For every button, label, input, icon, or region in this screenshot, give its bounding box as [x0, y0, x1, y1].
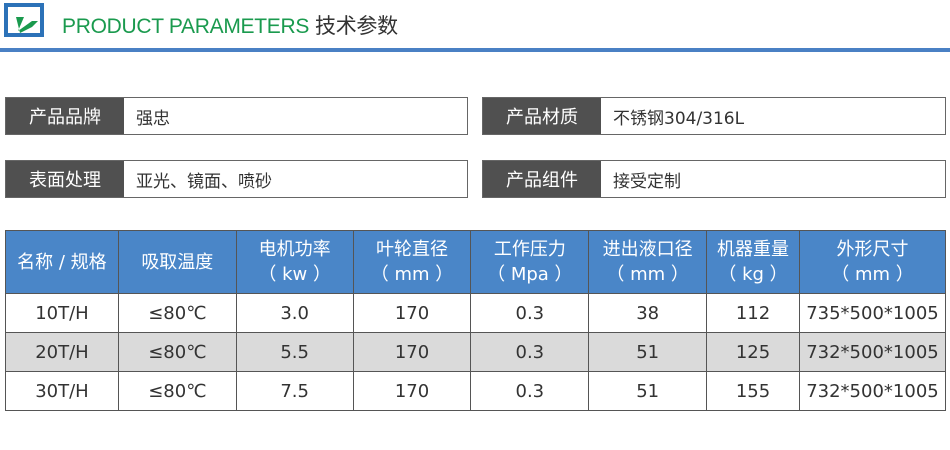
info-value: 强忠 — [124, 98, 467, 134]
table-cell: 732*500*1005 — [798, 371, 947, 411]
column-name: 叶轮直径 — [375, 239, 448, 260]
column-unit: （ mm ） — [606, 264, 689, 285]
column-header: 机器重量 （ kg ） — [706, 230, 800, 294]
table-cell: ≤80℃ — [117, 371, 237, 411]
info-value: 不锈钢304/316L — [601, 98, 945, 134]
table-row: 30T/H ≤80℃ 7.5 170 0.3 51 155 732*500*1005 — [5, 371, 947, 411]
table-cell: 30T/H — [5, 371, 119, 411]
column-header: 工作压力 （ Mpa ） — [470, 230, 590, 294]
column-header: 进出液口径 （ mm ） — [588, 230, 708, 294]
table-cell: 20T/H — [5, 332, 119, 372]
table-cell: 7.5 — [235, 371, 354, 411]
info-label: 产品材质 — [483, 98, 601, 134]
table-cell: 0.3 — [470, 332, 590, 372]
column-unit: （ mm ） — [370, 264, 454, 285]
logo-icon — [4, 3, 44, 37]
table-cell: ≤80℃ — [117, 332, 237, 372]
column-unit: （ kw ） — [258, 264, 331, 285]
column-header: 外形尺寸 （ mm ） — [798, 230, 947, 294]
column-name: 电机功率 — [258, 239, 331, 260]
table-cell: 38 — [588, 293, 708, 333]
column-header: 吸取温度 — [117, 230, 237, 294]
table-cell: 155 — [706, 371, 800, 411]
table-cell: 51 — [588, 332, 708, 372]
table-cell: 3.0 — [235, 293, 354, 333]
column-name: 进出液口径 — [602, 239, 693, 260]
column-header: 叶轮直径 （ mm ） — [352, 230, 472, 294]
table-cell: 732*500*1005 — [798, 332, 947, 372]
column-unit: （ kg ） — [718, 264, 788, 285]
column-unit: （ mm ） — [831, 264, 914, 285]
table-cell: 5.5 — [235, 332, 354, 372]
info-label: 产品组件 — [483, 161, 601, 197]
column-name: 外形尺寸 — [836, 239, 909, 260]
table-row: 10T/H ≤80℃ 3.0 170 0.3 38 112 735*500*1005 — [5, 293, 947, 333]
column-header: 电机功率 （ kw ） — [235, 230, 354, 294]
info-label: 产品品牌 — [6, 98, 124, 134]
column-name: 名称 / 规格 — [17, 251, 107, 273]
column-name: 机器重量 — [717, 239, 790, 260]
table-cell: 170 — [352, 371, 472, 411]
table-cell: 170 — [352, 332, 472, 372]
table-cell: 0.3 — [470, 371, 590, 411]
info-value: 亚光、镜面、喷砂 — [124, 161, 467, 197]
column-unit: （ Mpa ） — [487, 264, 573, 285]
info-material: 产品材质 不锈钢304/316L — [482, 97, 946, 135]
table-cell: 0.3 — [470, 293, 590, 333]
column-header: 名称 / 规格 — [5, 230, 119, 294]
table-cell: 735*500*1005 — [798, 293, 947, 333]
column-name: 吸取温度 — [141, 251, 214, 273]
column-name: 工作压力 — [493, 239, 566, 260]
info-components: 产品组件 接受定制 — [482, 160, 946, 198]
table-cell: 170 — [352, 293, 472, 333]
table-row: 20T/H ≤80℃ 5.5 170 0.3 51 125 732*500*1005 — [5, 332, 947, 372]
page-title: PRODUCT PARAMETERS 技术参数 — [62, 15, 398, 38]
info-brand: 产品品牌 强忠 — [5, 97, 468, 135]
table-cell: 125 — [706, 332, 800, 372]
table-cell: 112 — [706, 293, 800, 333]
info-surface: 表面处理 亚光、镜面、喷砂 — [5, 160, 468, 198]
divider — [0, 48, 950, 52]
table-cell: 10T/H — [5, 293, 119, 333]
table-cell: 51 — [588, 371, 708, 411]
info-value: 接受定制 — [601, 161, 945, 197]
spec-table: 名称 / 规格 吸取温度 电机功率 （ kw ） 叶轮直径 （ mm ） 工作压力 （ Mpa… — [5, 230, 947, 411]
table-cell: ≤80℃ — [117, 293, 237, 333]
info-label: 表面处理 — [6, 161, 124, 197]
